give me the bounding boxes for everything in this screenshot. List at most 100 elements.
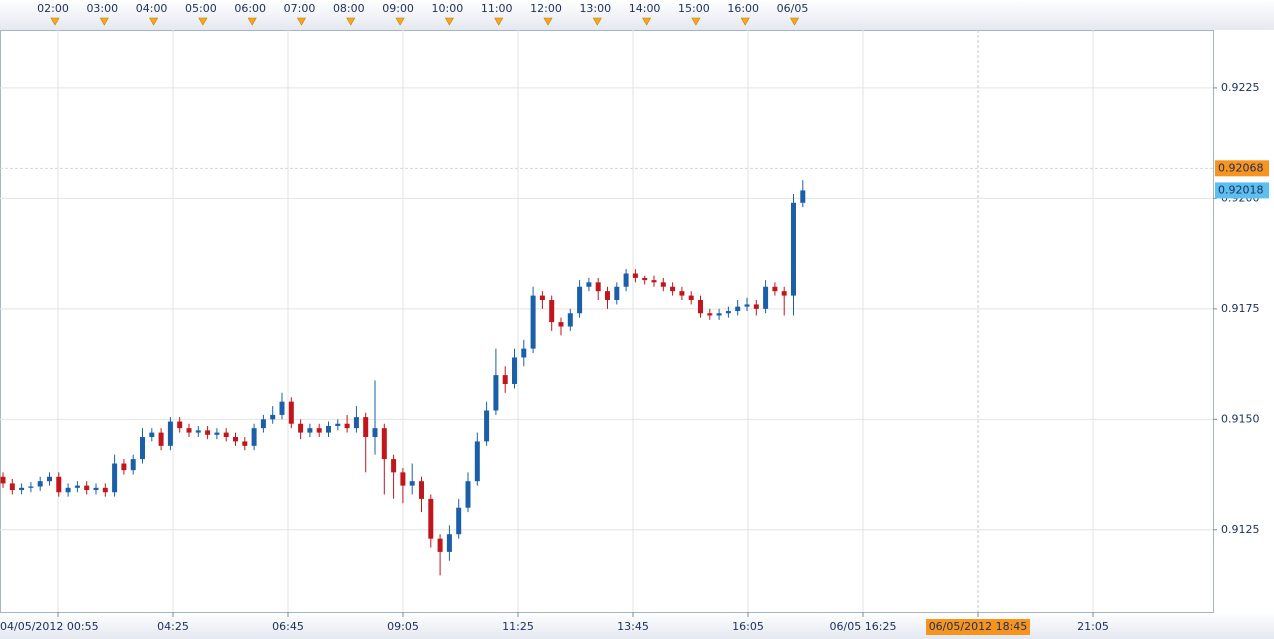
candle-body bbox=[0, 476, 6, 484]
top-axis-label: 05:00 bbox=[185, 2, 217, 15]
bottom-axis-label: 06/05 16:25 bbox=[830, 620, 897, 633]
price-marker-bg bbox=[1215, 182, 1269, 199]
candle-body bbox=[651, 280, 657, 283]
candle-body bbox=[167, 421, 173, 446]
event-marker bbox=[395, 17, 405, 26]
candle-body bbox=[121, 463, 127, 471]
candle-body bbox=[791, 202, 796, 296]
event-marker bbox=[444, 17, 454, 26]
top-axis-label: 11:00 bbox=[481, 2, 513, 15]
candle-body bbox=[493, 375, 499, 411]
event-marker bbox=[99, 17, 109, 26]
candle-body bbox=[800, 190, 806, 203]
event-marker bbox=[691, 17, 701, 26]
candle-body bbox=[549, 300, 555, 323]
candle-body bbox=[446, 534, 452, 552]
candle-body bbox=[47, 476, 52, 482]
candle-body bbox=[595, 282, 601, 292]
top-axis-label: 06:00 bbox=[234, 2, 266, 15]
candle-body bbox=[437, 538, 443, 552]
candle-body bbox=[28, 486, 34, 488]
candle-body bbox=[539, 295, 545, 301]
candles bbox=[0, 180, 806, 576]
candle-body bbox=[521, 348, 527, 358]
candle-body bbox=[251, 428, 257, 446]
candle-body bbox=[465, 481, 471, 508]
candle-body bbox=[744, 304, 750, 307]
candle-body bbox=[186, 428, 192, 433]
plot-frame bbox=[0, 30, 1214, 613]
bottom-axis-label: 16:05 bbox=[732, 620, 764, 633]
top-axis-label: 16:00 bbox=[727, 2, 759, 15]
candle-body bbox=[344, 423, 350, 429]
candle-body bbox=[753, 304, 759, 309]
candle-body bbox=[586, 282, 592, 287]
candle-body bbox=[205, 430, 211, 435]
candle-body bbox=[558, 322, 564, 327]
bottom-axis-label: 04:25 bbox=[157, 620, 189, 633]
candle-body bbox=[577, 286, 583, 314]
candle-body bbox=[37, 481, 43, 487]
event-marker bbox=[740, 17, 750, 26]
cursor-label: 06/05/2012 18:45 bbox=[929, 620, 1028, 633]
candle-body bbox=[419, 481, 424, 499]
top-axis-label: 10:00 bbox=[432, 2, 464, 15]
candle-body bbox=[512, 357, 517, 384]
top-axis-label: 06/05 bbox=[777, 2, 809, 15]
top-axis-label: 14:00 bbox=[629, 2, 661, 15]
candle-body bbox=[474, 441, 480, 482]
candle-body bbox=[279, 401, 285, 415]
event-marker bbox=[592, 17, 602, 26]
candle-body bbox=[623, 273, 629, 287]
candle-body bbox=[530, 295, 536, 349]
candle-body bbox=[772, 286, 778, 292]
top-axis-label: 03:00 bbox=[86, 2, 118, 15]
candle-body bbox=[428, 498, 434, 539]
event-marker bbox=[50, 17, 60, 26]
candle-body bbox=[632, 273, 638, 278]
bottom-axis-label: 09:05 bbox=[387, 620, 419, 633]
candle-body bbox=[102, 487, 108, 493]
candle-body bbox=[260, 419, 266, 429]
candle-body bbox=[19, 487, 25, 491]
candle-body bbox=[353, 417, 359, 429]
candle-body bbox=[223, 432, 229, 438]
top-axis-bar bbox=[0, 0, 1274, 30]
y-tick-label: 0.9225 bbox=[1221, 81, 1260, 94]
event-marker bbox=[494, 17, 504, 26]
y-tick-label: 0.9150 bbox=[1221, 412, 1260, 425]
y-tick-label: 0.9125 bbox=[1221, 523, 1260, 536]
candle-body bbox=[484, 410, 490, 442]
candle-body bbox=[112, 463, 118, 493]
candle-body bbox=[84, 485, 90, 491]
candle-body bbox=[335, 423, 341, 426]
bottom-axis-label: 06:45 bbox=[272, 620, 304, 633]
top-axis-label: 04:00 bbox=[136, 2, 168, 15]
candle-body bbox=[456, 507, 462, 535]
y-tick-label: 0.9175 bbox=[1221, 302, 1260, 315]
bottom-axis-label: 13:45 bbox=[617, 620, 649, 633]
top-axis-label: 02:00 bbox=[37, 2, 69, 15]
candle-body bbox=[93, 487, 99, 491]
candle-body bbox=[400, 472, 406, 486]
candle-body bbox=[409, 481, 415, 486]
candle-body bbox=[233, 437, 238, 442]
grid bbox=[0, 30, 1217, 617]
bottom-axis-label: 21:05 bbox=[1077, 620, 1109, 633]
candle-body bbox=[502, 375, 508, 384]
candle-body bbox=[670, 286, 676, 292]
candle-body bbox=[372, 428, 378, 438]
top-axis-label: 12:00 bbox=[530, 2, 562, 15]
candle-body bbox=[214, 432, 220, 435]
cursor-label-bg bbox=[926, 619, 1030, 635]
event-marker bbox=[296, 17, 307, 26]
candle-body bbox=[735, 306, 741, 312]
candle-body bbox=[326, 425, 331, 433]
candle-body bbox=[698, 300, 703, 314]
candle-body bbox=[363, 417, 369, 438]
bottom-axis-bar bbox=[0, 612, 1274, 639]
candle-body bbox=[270, 414, 276, 420]
candle-body bbox=[288, 401, 294, 424]
event-marker bbox=[149, 17, 159, 26]
